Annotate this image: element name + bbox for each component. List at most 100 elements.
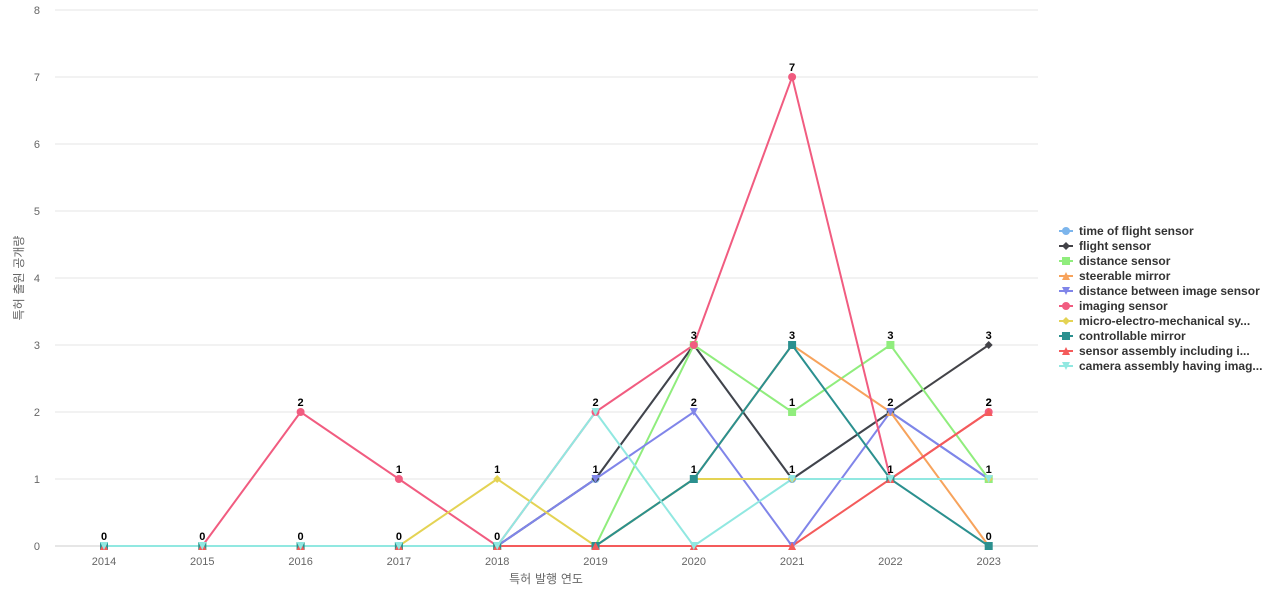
legend-item[interactable]: controllable mirror [1059,329,1186,343]
legend-marker-icon[interactable] [1062,317,1070,325]
data-point-camera-assembly-having-imag[interactable] [296,542,305,550]
data-label: 2 [887,397,893,409]
x-tick-label: 2018 [485,556,509,568]
data-point-distance-sensor[interactable] [788,408,797,416]
y-tick-label: 4 [34,273,40,285]
data-label: 0 [199,531,205,543]
series-line-distance-sensor[interactable] [104,343,990,547]
legend-marker-icon[interactable] [1062,272,1070,280]
series-line-controllable-mirror[interactable] [104,343,990,547]
data-label: 1 [592,464,598,476]
legend-label: distance between image sensor [1079,284,1260,298]
data-point-camera-assembly-having-imag[interactable] [591,408,600,416]
legend-marker-icon[interactable] [1062,347,1070,355]
y-tick-label: 8 [34,5,40,17]
data-point-imaging-sensor[interactable] [394,475,403,483]
data-label: 3 [887,330,893,342]
data-point-imaging-sensor[interactable] [788,73,797,81]
legend-item[interactable]: sensor assembly including i... [1059,344,1250,358]
data-point-distance-between-image-sensor[interactable] [591,475,600,483]
legend-item[interactable]: steerable mirror [1059,269,1171,283]
y-axis-title: 특허 출원 공개량 [12,236,26,321]
legend-item[interactable]: time of flight sensor [1059,224,1194,238]
data-label: 1 [887,464,893,476]
data-label: 1 [396,464,402,476]
legend-label: camera assembly having imag... [1079,359,1262,373]
data-point-sensor-assembly-including-i[interactable] [788,542,797,550]
data-point-camera-assembly-having-imag[interactable] [198,542,207,550]
legend-item[interactable]: distance between image sensor [1059,284,1260,298]
series-lines [104,73,990,548]
legend-item[interactable]: flight sensor [1059,239,1151,253]
gridlines [55,9,1038,480]
series-line-time-of-flight-sensor[interactable] [104,343,990,547]
data-point-controllable-mirror[interactable] [984,542,993,550]
legend-item[interactable]: micro-electro-mechanical sy... [1059,314,1250,328]
data-point-distance-sensor[interactable] [886,341,895,349]
series-line-steerable-mirror[interactable] [104,343,990,547]
legend-marker-icon[interactable] [1062,302,1070,310]
data-point-micro-electro-mechanical-sy[interactable] [493,475,502,483]
y-tick-label: 1 [34,474,40,486]
legend-marker-icon[interactable] [1062,227,1070,235]
data-point-imaging-sensor[interactable] [689,341,698,349]
legend-label: flight sensor [1079,239,1151,253]
legend-marker-icon[interactable] [1062,332,1070,340]
data-label: 2 [691,397,697,409]
y-tick-label: 7 [34,72,40,84]
legend-label: micro-electro-mechanical sy... [1079,314,1250,328]
data-point-camera-assembly-having-imag[interactable] [886,475,895,483]
data-label: 1 [789,464,795,476]
legend-item[interactable]: camera assembly having imag... [1059,359,1262,373]
y-tick-label: 2 [34,407,40,419]
data-label: 2 [986,397,992,409]
data-point-sensor-assembly-including-i[interactable] [591,542,600,550]
data-point-camera-assembly-having-imag[interactable] [394,542,403,550]
data-point-distance-between-image-sensor[interactable] [886,408,895,416]
x-tick-label: 2023 [976,556,1000,568]
series-line-imaging-sensor[interactable] [104,73,990,548]
y-tick-label: 5 [34,206,40,218]
data-point-camera-assembly-having-imag[interactable] [689,542,698,550]
x-tick-label: 2019 [583,556,607,568]
data-point-camera-assembly-having-imag[interactable] [984,475,993,483]
series-markers [100,73,993,550]
data-point-distance-between-image-sensor[interactable] [689,408,698,416]
data-label: 1 [691,464,697,476]
x-tick-label: 2021 [780,556,804,568]
legend-marker-icon[interactable] [1062,242,1070,250]
legend-marker-icon[interactable] [1062,362,1070,370]
data-label: 2 [592,397,598,409]
legend-marker-icon[interactable] [1062,287,1070,295]
legend-marker-icon[interactable] [1062,257,1070,265]
legend-item[interactable]: imaging sensor [1059,299,1168,313]
data-point-camera-assembly-having-imag[interactable] [100,542,108,550]
x-tick-label: 2015 [190,556,214,568]
data-point-controllable-mirror[interactable] [788,341,797,349]
series-line-camera-assembly-having-imag[interactable] [104,410,989,548]
legend-label: sensor assembly including i... [1079,344,1250,358]
data-point-sensor-assembly-including-i[interactable] [984,408,993,416]
x-tick-label: 2016 [288,556,312,568]
data-point-camera-assembly-having-imag[interactable] [788,475,797,483]
x-tick-label: 2014 [92,556,116,568]
data-label: 1 [494,464,500,476]
series-line-flight-sensor[interactable] [104,343,990,547]
data-point-camera-assembly-having-imag[interactable] [493,542,502,550]
data-point-controllable-mirror[interactable] [689,475,698,483]
data-label: 7 [789,62,795,74]
y-tick-label: 6 [34,139,40,151]
legend-label: distance sensor [1079,254,1171,268]
data-label: 2 [298,397,304,409]
data-label: 3 [986,330,992,342]
legend-label: steerable mirror [1079,269,1171,283]
series-line-micro-electro-mechanical-sy[interactable] [104,477,989,548]
data-label: 1 [789,397,795,409]
data-point-imaging-sensor[interactable] [296,408,305,416]
data-point-flight-sensor[interactable] [984,341,993,349]
legend-item[interactable]: distance sensor [1059,254,1171,268]
